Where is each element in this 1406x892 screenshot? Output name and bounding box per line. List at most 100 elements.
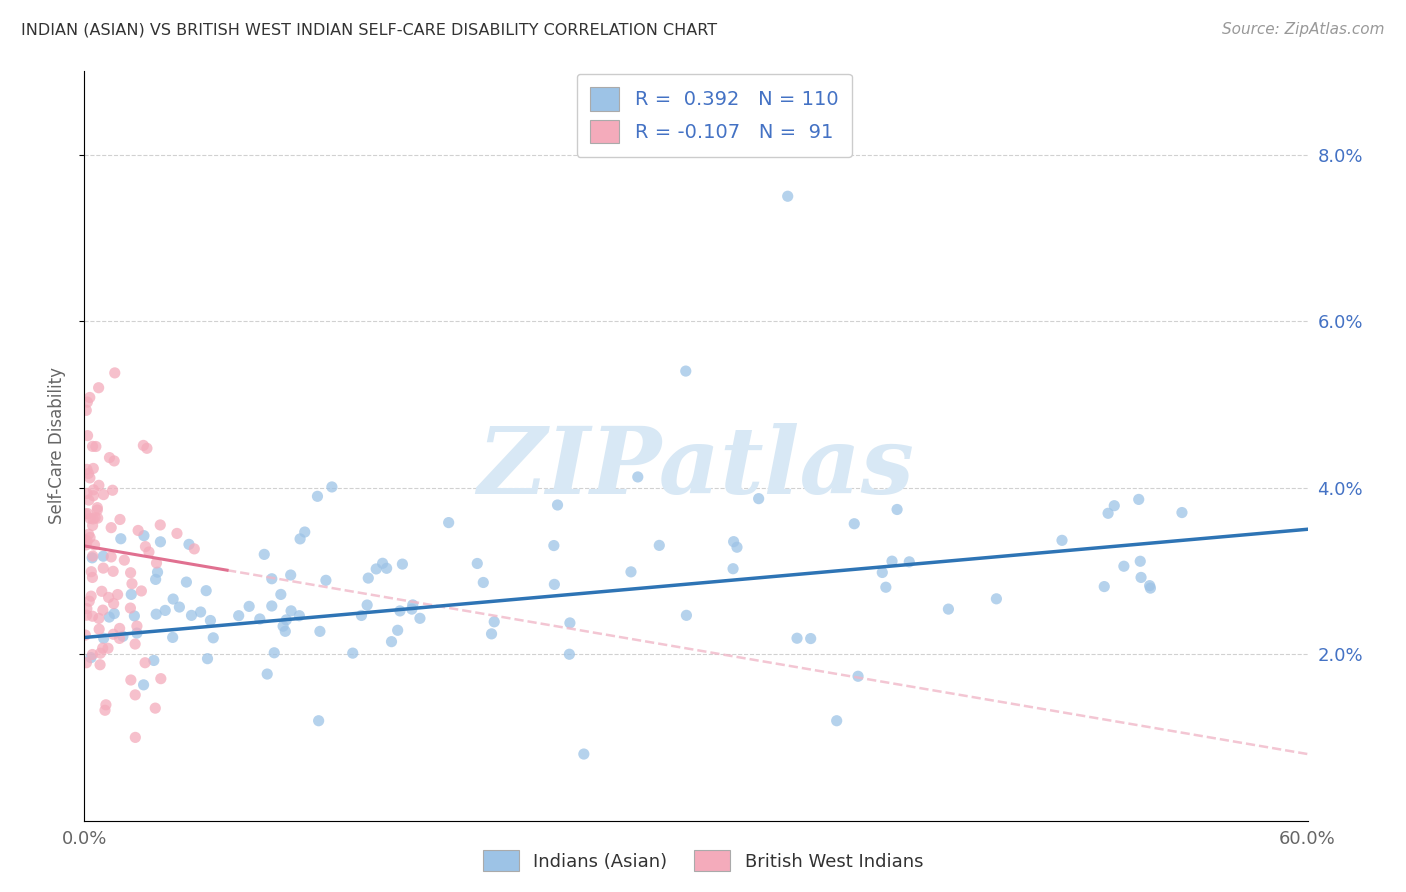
- Point: [1092, 580, 1115, 594]
- Point: [270, 587, 292, 601]
- Point: [627, 470, 650, 484]
- Point: [76, 608, 98, 623]
- Point: [315, 574, 337, 588]
- Point: [77, 493, 100, 508]
- Point: [131, 584, 153, 599]
- Point: [200, 614, 222, 628]
- Point: [880, 554, 903, 568]
- Point: [82, 512, 104, 526]
- Point: [276, 613, 298, 627]
- Point: [162, 631, 184, 645]
- Point: [98, 610, 121, 624]
- Point: [366, 562, 388, 576]
- Point: [80, 589, 103, 603]
- Point: [120, 566, 142, 580]
- Point: [112, 553, 135, 567]
- Point: [547, 498, 569, 512]
- Point: [76, 428, 98, 442]
- Point: [1112, 559, 1135, 574]
- Point: [124, 637, 146, 651]
- Point: [721, 562, 744, 576]
- Point: [142, 653, 165, 667]
- Point: [79, 391, 101, 405]
- Point: [100, 521, 122, 535]
- Point: [938, 602, 960, 616]
- Point: [90, 584, 112, 599]
- Point: [125, 619, 148, 633]
- Point: [190, 605, 212, 619]
- Point: [1097, 506, 1119, 520]
- Point: [202, 631, 225, 645]
- Point: [748, 491, 770, 506]
- Point: [97, 591, 120, 605]
- Point: [87, 381, 110, 395]
- Point: [75, 403, 97, 417]
- Point: [103, 627, 125, 641]
- Point: [872, 566, 894, 580]
- Point: [75, 538, 97, 552]
- Point: [100, 549, 122, 564]
- Point: [288, 532, 311, 546]
- Point: [228, 608, 250, 623]
- Point: [87, 478, 110, 492]
- Point: [402, 598, 425, 612]
- Point: [155, 603, 177, 617]
- Point: [145, 607, 167, 622]
- Point: [132, 438, 155, 452]
- Point: [86, 500, 108, 515]
- Point: [357, 571, 380, 585]
- Point: [256, 667, 278, 681]
- Point: [166, 526, 188, 541]
- Point: [77, 594, 100, 608]
- Point: [309, 624, 332, 639]
- Point: [75, 656, 97, 670]
- Point: [180, 608, 202, 623]
- Point: [138, 545, 160, 559]
- Point: [675, 364, 697, 378]
- Point: [82, 570, 104, 584]
- Point: [101, 483, 124, 498]
- Point: [723, 534, 745, 549]
- Point: [271, 619, 294, 633]
- Point: [197, 651, 219, 665]
- Point: [80, 565, 103, 579]
- Point: [120, 673, 142, 687]
- Point: [149, 518, 172, 533]
- Point: [103, 454, 125, 468]
- Point: [108, 512, 131, 526]
- Point: [124, 609, 146, 624]
- Point: [82, 461, 104, 475]
- Point: [91, 603, 114, 617]
- Point: [145, 556, 167, 570]
- Point: [86, 503, 108, 517]
- Point: [111, 629, 134, 643]
- Point: [77, 467, 100, 481]
- Point: [107, 588, 129, 602]
- Point: [1128, 492, 1150, 507]
- Point: [149, 672, 172, 686]
- Point: [77, 527, 100, 541]
- Point: [169, 600, 191, 615]
- Point: [177, 537, 200, 551]
- Point: [388, 604, 411, 618]
- Point: [91, 561, 114, 575]
- Point: [120, 587, 142, 601]
- Point: [104, 366, 127, 380]
- Point: [134, 540, 156, 554]
- Point: [387, 624, 409, 638]
- Point: [84, 510, 107, 524]
- Point: [675, 608, 697, 623]
- Point: [146, 565, 169, 579]
- Point: [274, 624, 297, 639]
- Point: [195, 583, 218, 598]
- Point: [124, 688, 146, 702]
- Point: [260, 572, 283, 586]
- Point: [776, 189, 799, 203]
- Point: [132, 678, 155, 692]
- Point: [350, 608, 373, 623]
- Point: [125, 626, 148, 640]
- Point: [1139, 579, 1161, 593]
- Point: [94, 703, 117, 717]
- Point: [898, 555, 921, 569]
- Point: [76, 395, 98, 409]
